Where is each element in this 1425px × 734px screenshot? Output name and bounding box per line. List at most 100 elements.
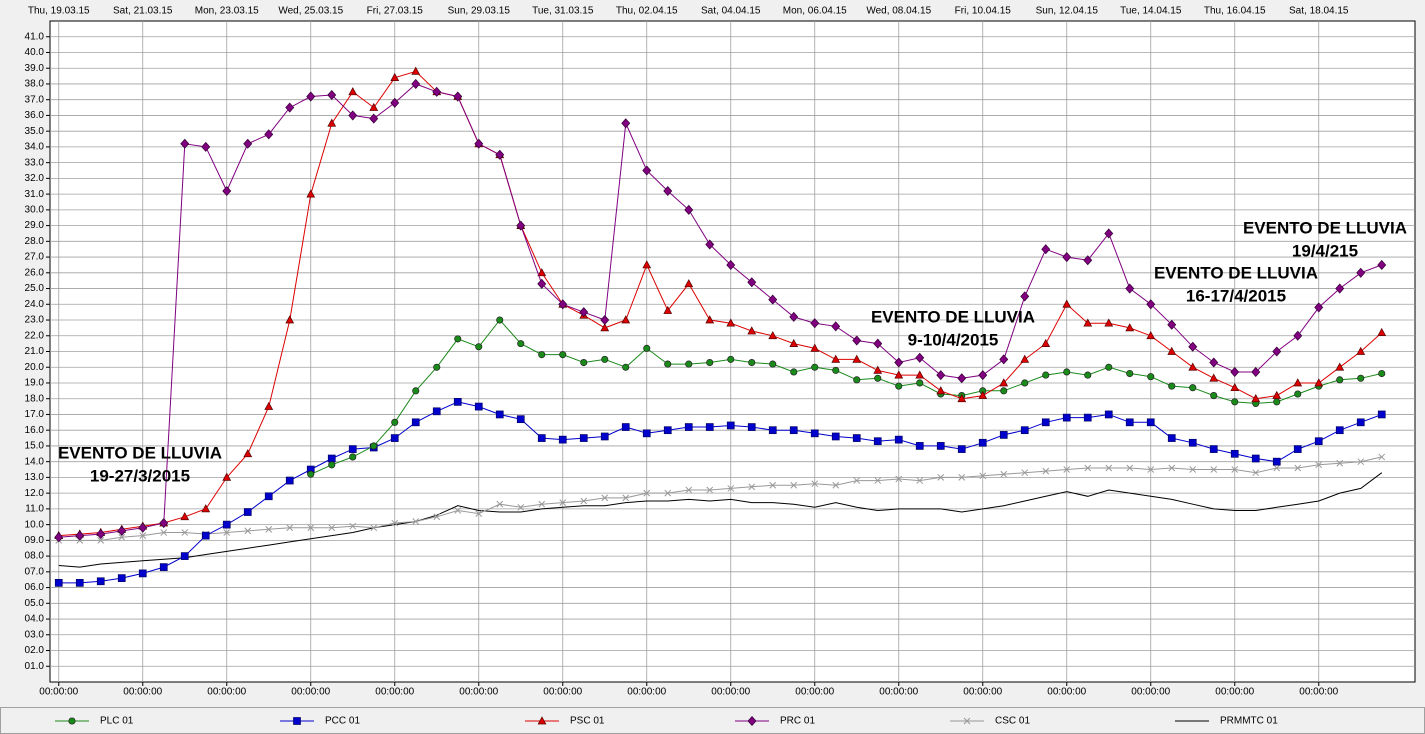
y-tick-label: 35.0	[25, 126, 45, 137]
point	[138, 569, 147, 578]
point	[643, 344, 651, 352]
point	[328, 524, 336, 532]
point	[1104, 410, 1113, 419]
point	[601, 355, 609, 363]
x-tick-label: 00:00:00	[39, 687, 78, 698]
point	[453, 91, 463, 102]
point	[957, 445, 966, 453]
legend-marker	[293, 717, 301, 725]
point	[1188, 341, 1198, 352]
point	[1378, 453, 1386, 461]
point	[222, 472, 232, 481]
point	[580, 358, 588, 367]
point	[1252, 469, 1260, 477]
legend-label: PSC 01	[570, 716, 605, 727]
point	[1000, 387, 1008, 395]
point	[1378, 369, 1386, 378]
point	[1336, 459, 1344, 467]
point	[1062, 299, 1072, 308]
y-tick-label: 06.0	[25, 582, 45, 593]
point	[811, 363, 819, 371]
point	[915, 442, 924, 450]
point	[874, 477, 882, 484]
annotation: EVENTO DE LLUVIA	[1154, 263, 1318, 282]
point	[601, 494, 609, 502]
x-tick-label: 00:00:00	[879, 687, 918, 698]
point	[495, 149, 505, 160]
point	[936, 386, 946, 395]
y-tick-label: 39.0	[25, 63, 45, 74]
point	[412, 518, 420, 525]
annotation: EVENTO DE LLUVIA	[58, 443, 222, 462]
point	[1167, 434, 1176, 442]
point	[475, 343, 483, 351]
point	[1167, 319, 1177, 330]
point	[285, 102, 295, 113]
point	[894, 435, 903, 444]
point	[664, 489, 672, 497]
point	[642, 429, 651, 438]
y-tick-label: 25.0	[25, 283, 45, 294]
y-tick-label: 24.0	[25, 299, 45, 310]
point	[391, 519, 399, 527]
x-tick-label: Fri, 10.04.15	[955, 6, 1012, 17]
point	[537, 278, 547, 289]
point	[1273, 464, 1281, 472]
x-tick-label: Thu, 19.03.15	[28, 6, 90, 17]
y-tick-label: 19.0	[25, 378, 45, 389]
y-tick-label: 21.0	[25, 346, 45, 357]
point	[538, 500, 546, 508]
point	[306, 189, 316, 198]
series-line	[58, 401, 1382, 584]
point	[475, 510, 483, 517]
point	[1377, 410, 1386, 419]
point	[516, 415, 525, 424]
point	[831, 432, 840, 441]
point	[1042, 467, 1050, 475]
x-tick-label: 00:00:00	[1047, 687, 1086, 698]
point	[1126, 369, 1134, 378]
point	[75, 578, 84, 587]
legend-label: CSC 01	[995, 716, 1030, 727]
point	[159, 518, 169, 529]
point	[1020, 426, 1029, 435]
point	[139, 532, 147, 539]
y-tick-label: 14.0	[25, 456, 45, 467]
point	[559, 499, 567, 506]
point	[1357, 458, 1365, 466]
point	[264, 401, 274, 410]
y-tick-label: 17.0	[25, 409, 45, 420]
x-tick-label: Sat, 21.03.15	[113, 6, 173, 17]
point	[748, 483, 756, 491]
point	[1314, 437, 1323, 446]
point	[1021, 469, 1029, 477]
point	[1042, 371, 1050, 379]
point	[265, 525, 273, 533]
point	[1272, 390, 1282, 399]
x-tick-label: Sat, 04.04.15	[701, 6, 761, 17]
point	[537, 268, 547, 277]
y-tick-label: 18.0	[25, 393, 45, 404]
point	[370, 442, 378, 450]
point	[307, 470, 315, 478]
point	[1293, 330, 1303, 341]
legend-label: PRC 01	[780, 716, 815, 727]
point	[496, 316, 504, 324]
point	[979, 472, 987, 480]
point	[705, 239, 715, 250]
point	[306, 91, 316, 102]
point	[97, 537, 105, 544]
point	[790, 368, 798, 376]
point	[412, 387, 420, 395]
point	[810, 318, 820, 329]
x-tick-label: 00:00:00	[1215, 687, 1254, 698]
point	[895, 382, 903, 390]
point	[789, 426, 798, 435]
point	[705, 315, 715, 324]
point	[474, 402, 483, 411]
y-tick-label: 16.0	[25, 425, 45, 436]
point	[348, 445, 357, 453]
point	[328, 461, 336, 469]
y-tick-label: 05.0	[25, 598, 45, 609]
point	[222, 185, 232, 196]
